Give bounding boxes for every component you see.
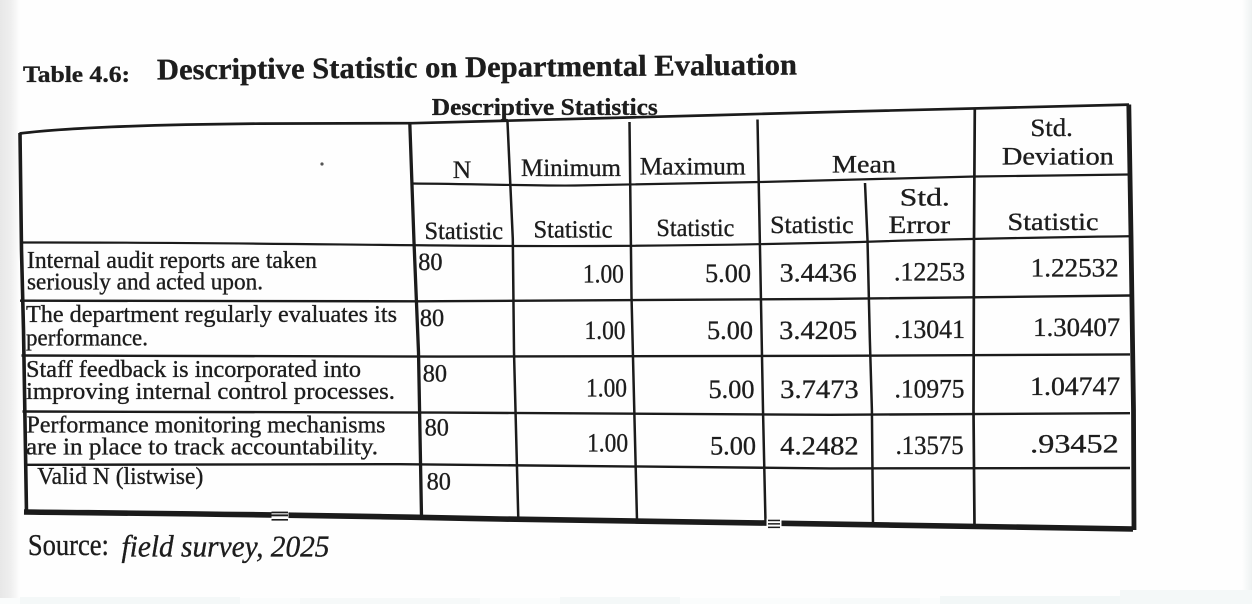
svg-text:Mean: Mean <box>832 150 896 179</box>
svg-text:Std.: Std. <box>900 183 950 212</box>
svg-text:80: 80 <box>420 305 444 332</box>
svg-text:Table 4.6:: Table 4.6: <box>23 62 130 88</box>
svg-text:Internal audit reports are tak: Internal audit reports are taken <box>27 248 317 274</box>
svg-text:3.4205: 3.4205 <box>779 315 857 345</box>
svg-text:1.00: 1.00 <box>587 428 628 458</box>
svg-text:3.4436: 3.4436 <box>780 257 857 287</box>
svg-text:improving internal control pro: improving internal control processes. <box>26 379 395 405</box>
svg-text:Std.: Std. <box>1030 113 1073 142</box>
svg-text:80: 80 <box>427 469 451 496</box>
svg-text:Statistic: Statistic <box>656 213 734 242</box>
svg-text:80: 80 <box>418 249 442 276</box>
svg-text:Staff feedback is incorporated: Staff feedback is incorporated into <box>26 357 361 383</box>
svg-text:1.00: 1.00 <box>585 315 626 345</box>
svg-text:1.04747: 1.04747 <box>1030 371 1120 401</box>
svg-text:N: N <box>453 155 471 184</box>
svg-text:Deviation: Deviation <box>1002 142 1114 171</box>
svg-text:Valid N (listwise): Valid N (listwise) <box>37 464 203 490</box>
svg-text:performance.: performance. <box>26 326 148 352</box>
svg-text:field survey, 2025: field survey, 2025 <box>122 529 330 564</box>
svg-text:1.00: 1.00 <box>583 259 624 289</box>
svg-text:Statistic: Statistic <box>425 216 504 245</box>
svg-text:are in place to track accounta: are in place to track accountability. <box>26 434 378 460</box>
svg-text:The department regularly evalu: The department regularly evaluates its <box>26 302 397 328</box>
svg-text:1.22532: 1.22532 <box>1031 253 1119 283</box>
svg-text:Minimum: Minimum <box>521 153 621 182</box>
svg-text:5.00: 5.00 <box>710 430 756 460</box>
svg-text:Maximum: Maximum <box>640 152 746 181</box>
svg-text:5.00: 5.00 <box>709 374 755 404</box>
svg-text:Statistic: Statistic <box>534 214 613 243</box>
svg-text:Descriptive Statistics: Descriptive Statistics <box>432 94 658 121</box>
svg-text:Descriptive Statistic on Depar: Descriptive Statistic on Departmental Ev… <box>157 48 798 86</box>
svg-text:Source:: Source: <box>28 527 109 562</box>
svg-text:80: 80 <box>423 361 447 388</box>
svg-text:Performance monitoring mechani: Performance monitoring mechanisms <box>27 413 386 439</box>
svg-text:.93452: .93452 <box>1030 429 1119 459</box>
svg-text:.10975: .10975 <box>895 374 965 404</box>
svg-text:80: 80 <box>425 415 449 442</box>
svg-text:4.2482: 4.2482 <box>780 431 859 461</box>
svg-text:Statistic: Statistic <box>770 210 854 239</box>
svg-text:.13041: .13041 <box>894 314 965 344</box>
svg-text:seriously and acted upon.: seriously and acted upon. <box>27 270 263 296</box>
svg-text:5.00: 5.00 <box>707 315 753 345</box>
svg-text:3.7473: 3.7473 <box>780 374 859 404</box>
svg-text:.12253: .12253 <box>894 257 965 287</box>
svg-text:.13575: .13575 <box>896 430 964 460</box>
svg-text:Error: Error <box>889 210 951 239</box>
svg-text:5.00: 5.00 <box>705 258 751 288</box>
svg-text:Statistic: Statistic <box>1008 207 1099 236</box>
svg-text:1.00: 1.00 <box>586 373 627 403</box>
svg-text:1.30407: 1.30407 <box>1033 312 1120 342</box>
